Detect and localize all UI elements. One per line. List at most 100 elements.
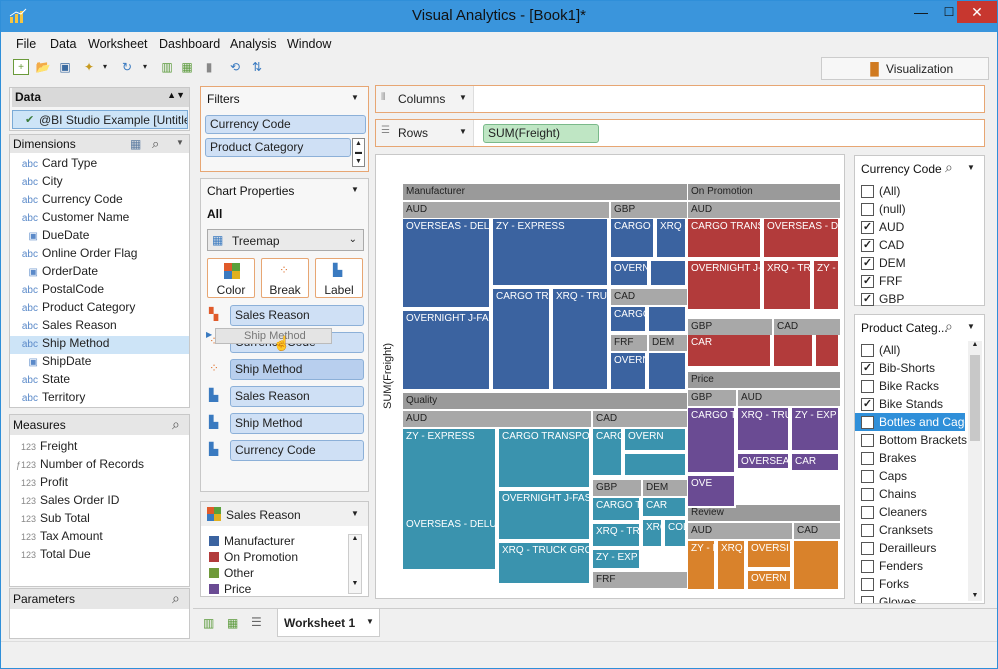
dimension-item[interactable]: abc State	[10, 372, 189, 390]
dimension-item[interactable]: abc PostalCode	[10, 282, 189, 300]
filter-currency-code[interactable]: Currency Code	[205, 115, 366, 134]
treemap-cell[interactable]: XRQ - TR	[643, 520, 663, 548]
chevron-down-icon[interactable]: ▾	[142, 62, 147, 71]
chevron-down-icon[interactable]: ▾	[102, 62, 107, 71]
treemap-cell[interactable]	[625, 454, 687, 477]
chevron-down-icon[interactable]: ▼	[366, 617, 374, 626]
filter-option[interactable]: (All)	[855, 182, 965, 200]
scrollbar-thumb[interactable]	[970, 355, 980, 441]
dimension-item[interactable]: ▣ OrderDate	[10, 264, 189, 282]
dimension-item[interactable]: abc City	[10, 174, 189, 192]
legend-item[interactable]: On Promotion	[209, 550, 344, 568]
checkbox[interactable]	[861, 560, 874, 573]
maximize-button[interactable]: ☐	[943, 5, 955, 19]
filter-option[interactable]: ✓ CAD	[855, 236, 965, 254]
dimension-item[interactable]: abc Currency Code	[10, 192, 189, 210]
treemap-cell[interactable]: CARGO T	[593, 498, 641, 522]
treemap[interactable]: Manufacturer On Promotion Quality Price Revi…	[403, 184, 840, 592]
measure-item[interactable]: 123 Freight	[10, 439, 189, 457]
dimension-item[interactable]: abc Territory	[10, 390, 189, 408]
treemap-cell[interactable]: CAR	[792, 454, 840, 472]
filter-product-category[interactable]: Product Category	[205, 138, 351, 157]
filter-option[interactable]: Chains	[855, 485, 965, 503]
treemap-cell[interactable]: OVERN	[748, 571, 792, 591]
worksheet-tab[interactable]: Worksheet 1 ▼	[277, 609, 380, 637]
filter-option[interactable]: ✓ DEM	[855, 254, 965, 272]
treemap-cell[interactable]: OVERN	[611, 353, 647, 391]
chevron-down-icon[interactable]: ▼	[459, 93, 467, 102]
treemap-cell[interactable]: XRQ - TRU	[593, 524, 641, 548]
treemap-cell[interactable]: XRQ -	[657, 219, 687, 259]
checkbox[interactable]: ✓	[861, 221, 874, 234]
legend-item[interactable]: Price	[209, 582, 344, 600]
filter-option[interactable]: Cleaners	[855, 503, 965, 521]
treemap-cell[interactable]: COL	[665, 520, 687, 548]
measure-item[interactable]: 123 Total Due	[10, 547, 189, 565]
treemap-cell[interactable]: XRQ - TRUCK GROUND	[499, 543, 591, 585]
treemap-cell[interactable]	[651, 261, 687, 287]
filter-option[interactable]: ✓ FRF	[855, 272, 965, 290]
save-icon[interactable]: ▣	[59, 60, 71, 74]
checkbox[interactable]: ✓	[861, 362, 874, 375]
legend-item[interactable]: Other	[209, 566, 344, 584]
filter-option[interactable]: ✓ GBP	[855, 290, 965, 308]
checkbox[interactable]	[861, 542, 874, 555]
measure-item[interactable]: 123 Sales Order ID	[10, 493, 189, 511]
filter-option[interactable]: (null)	[855, 200, 965, 218]
filter-option[interactable]: ✓ AUD	[855, 218, 965, 236]
treemap-cell[interactable]: CARGO	[593, 429, 623, 477]
search-icon[interactable]: ⌕	[945, 318, 953, 334]
menu-window[interactable]: Window	[287, 37, 332, 51]
filter-option[interactable]: Caps	[855, 467, 965, 485]
filter-option[interactable]: Cranksets	[855, 521, 965, 539]
color-button[interactable]: Color	[207, 258, 255, 298]
break-button[interactable]: ⁘ Break	[261, 258, 309, 298]
measure-item[interactable]: 123 Profit	[10, 475, 189, 493]
treemap-cell[interactable]: OVERN	[625, 429, 687, 452]
treemap-cell[interactable]: OVERN	[611, 261, 649, 287]
checkbox[interactable]	[861, 203, 874, 216]
treemap-cell[interactable]: CARGO TRANSPORT 5	[493, 289, 551, 391]
dimension-item[interactable]: ▣ DueDate	[10, 228, 189, 246]
treemap-cell[interactable]: CARGO TRANS	[688, 219, 762, 259]
rows-pill-sum-freight[interactable]: SUM(Freight)	[483, 124, 599, 143]
new-dashboard-icon[interactable]: ▦	[227, 616, 239, 630]
minimize-button[interactable]: —	[914, 4, 928, 20]
mark-pill[interactable]: Ship Method	[230, 359, 364, 380]
checkbox[interactable]	[861, 452, 874, 465]
treemap-cell[interactable]: CARGO TRANSPORT 5	[499, 429, 591, 489]
filter-option[interactable]: Forks	[855, 575, 965, 593]
search-icon[interactable]: ⌕	[172, 590, 180, 606]
checkbox[interactable]	[861, 185, 874, 198]
chevron-down-icon[interactable]: ▼	[351, 93, 359, 102]
treemap-cell[interactable]: OVE	[688, 476, 736, 508]
table-view-icon[interactable]: ▦	[130, 137, 142, 151]
chevron-down-icon[interactable]: ▼	[459, 127, 467, 136]
chevron-down-icon[interactable]: ▼	[176, 138, 184, 147]
dimension-item[interactable]: abc Customer Name	[10, 210, 189, 228]
checkbox[interactable]: ✓	[861, 275, 874, 288]
filter-option[interactable]: Bike Racks	[855, 377, 965, 395]
swap-icon[interactable]: ⟲	[229, 60, 241, 74]
filter-option[interactable]: Fenders	[855, 557, 965, 575]
new-worksheet-icon[interactable]: ▥	[161, 60, 173, 74]
treemap-cell[interactable]: ZY - EXPRESS	[493, 219, 609, 287]
checkbox[interactable]: ✓	[861, 293, 874, 306]
treemap-cell[interactable]: XRQ - TRUCK GROUND	[553, 289, 609, 391]
checkbox[interactable]	[861, 470, 874, 483]
new-dashboard-icon[interactable]: ▦	[181, 60, 193, 74]
columns-shelf[interactable]: ⦀ Columns ▼	[375, 85, 985, 113]
mark-pill[interactable]: Currency Code	[230, 440, 364, 461]
treemap-cell[interactable]: CAR	[688, 335, 772, 368]
treemap-cell[interactable]: ZY - E	[814, 261, 840, 311]
filter-option[interactable]: Gloves	[855, 593, 965, 603]
treemap-cell[interactable]	[774, 335, 814, 368]
treemap-cell[interactable]: OVERNIGHT J-FAST	[403, 311, 491, 391]
checkbox[interactable]	[861, 506, 874, 519]
sort-icon[interactable]: ⇅	[251, 60, 263, 74]
close-button[interactable]: ✕	[957, 1, 997, 23]
mark-pill[interactable]: Sales Reason	[230, 305, 364, 326]
filter-option[interactable]: (All)	[855, 341, 965, 359]
treemap-cell[interactable]: OVERSI	[748, 541, 792, 569]
checkbox[interactable]: ✓	[861, 239, 874, 252]
